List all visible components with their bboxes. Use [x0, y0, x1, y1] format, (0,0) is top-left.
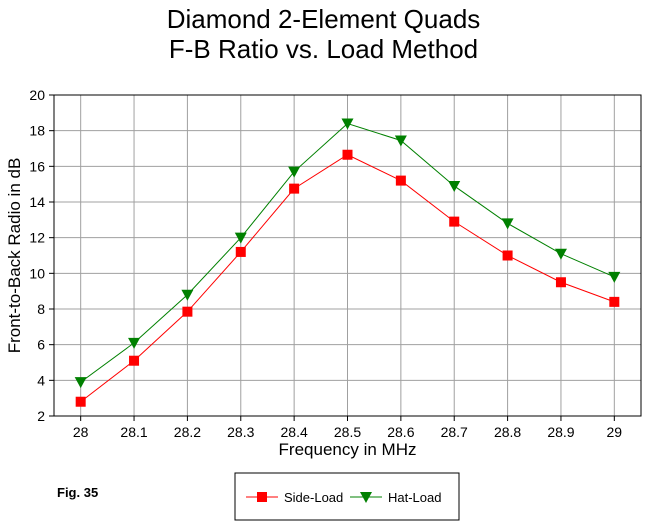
figure-label: Fig. 35 — [57, 485, 99, 500]
y-tick-label: 12 — [29, 230, 45, 246]
data-point-hat-load — [128, 337, 141, 349]
legend-marker-side-load — [257, 492, 267, 502]
data-point-side-load — [449, 216, 460, 227]
data-point-hat-load — [394, 135, 407, 147]
x-tick-label: 28.2 — [174, 424, 201, 440]
data-point-hat-load — [341, 118, 354, 130]
data-point-hat-load — [288, 166, 301, 178]
y-axis-label: Front-to-Back Radio in dB — [5, 158, 24, 354]
data-point-hat-load — [448, 180, 461, 192]
data-point-side-load — [395, 175, 406, 186]
chart-title: Diamond 2-Element Quads — [166, 4, 481, 34]
y-tick-label: 16 — [29, 158, 45, 174]
data-point-hat-load — [501, 218, 514, 230]
x-tick-label: 29 — [607, 424, 623, 440]
data-point-hat-load — [74, 377, 87, 389]
data-point-side-load — [75, 396, 86, 407]
x-tick-label: 28.1 — [120, 424, 147, 440]
x-tick-label: 28.7 — [441, 424, 468, 440]
y-tick-label: 8 — [37, 301, 45, 317]
data-point-side-load — [609, 296, 620, 307]
x-tick-label: 28 — [73, 424, 89, 440]
data-point-hat-load — [554, 248, 567, 260]
y-tick-label: 2 — [37, 408, 45, 424]
legend-label: Side-Load — [284, 490, 343, 505]
data-point-side-load — [182, 306, 193, 317]
x-tick-label: 28.5 — [334, 424, 361, 440]
y-tick-label: 6 — [37, 337, 45, 353]
data-point-hat-load — [234, 232, 247, 244]
chart-subtitle: F-B Ratio vs. Load Method — [168, 34, 479, 64]
x-tick-label: 28.9 — [547, 424, 574, 440]
data-point-hat-load — [181, 289, 194, 301]
data-point-hat-load — [608, 271, 621, 283]
data-point-side-load — [342, 149, 353, 160]
data-point-side-load — [502, 250, 513, 261]
y-tick-label: 10 — [29, 265, 45, 281]
x-axis-label: Frequency in MHz — [279, 440, 417, 459]
x-tick-label: 28.3 — [227, 424, 254, 440]
data-point-side-load — [289, 183, 300, 194]
legend-marker-hat-load — [360, 492, 372, 503]
y-tick-label: 14 — [29, 194, 45, 210]
legend-label: Hat-Load — [388, 490, 441, 505]
x-tick-label: 28.8 — [494, 424, 521, 440]
y-tick-label: 20 — [29, 87, 45, 103]
plot-frame — [53, 94, 642, 417]
y-tick-label: 18 — [29, 123, 45, 139]
x-tick-label: 28.4 — [281, 424, 308, 440]
data-point-side-load — [555, 277, 566, 288]
x-tick-label: 28.6 — [387, 424, 414, 440]
y-tick-label: 4 — [37, 372, 45, 388]
data-point-side-load — [235, 246, 246, 257]
data-point-side-load — [129, 355, 140, 366]
